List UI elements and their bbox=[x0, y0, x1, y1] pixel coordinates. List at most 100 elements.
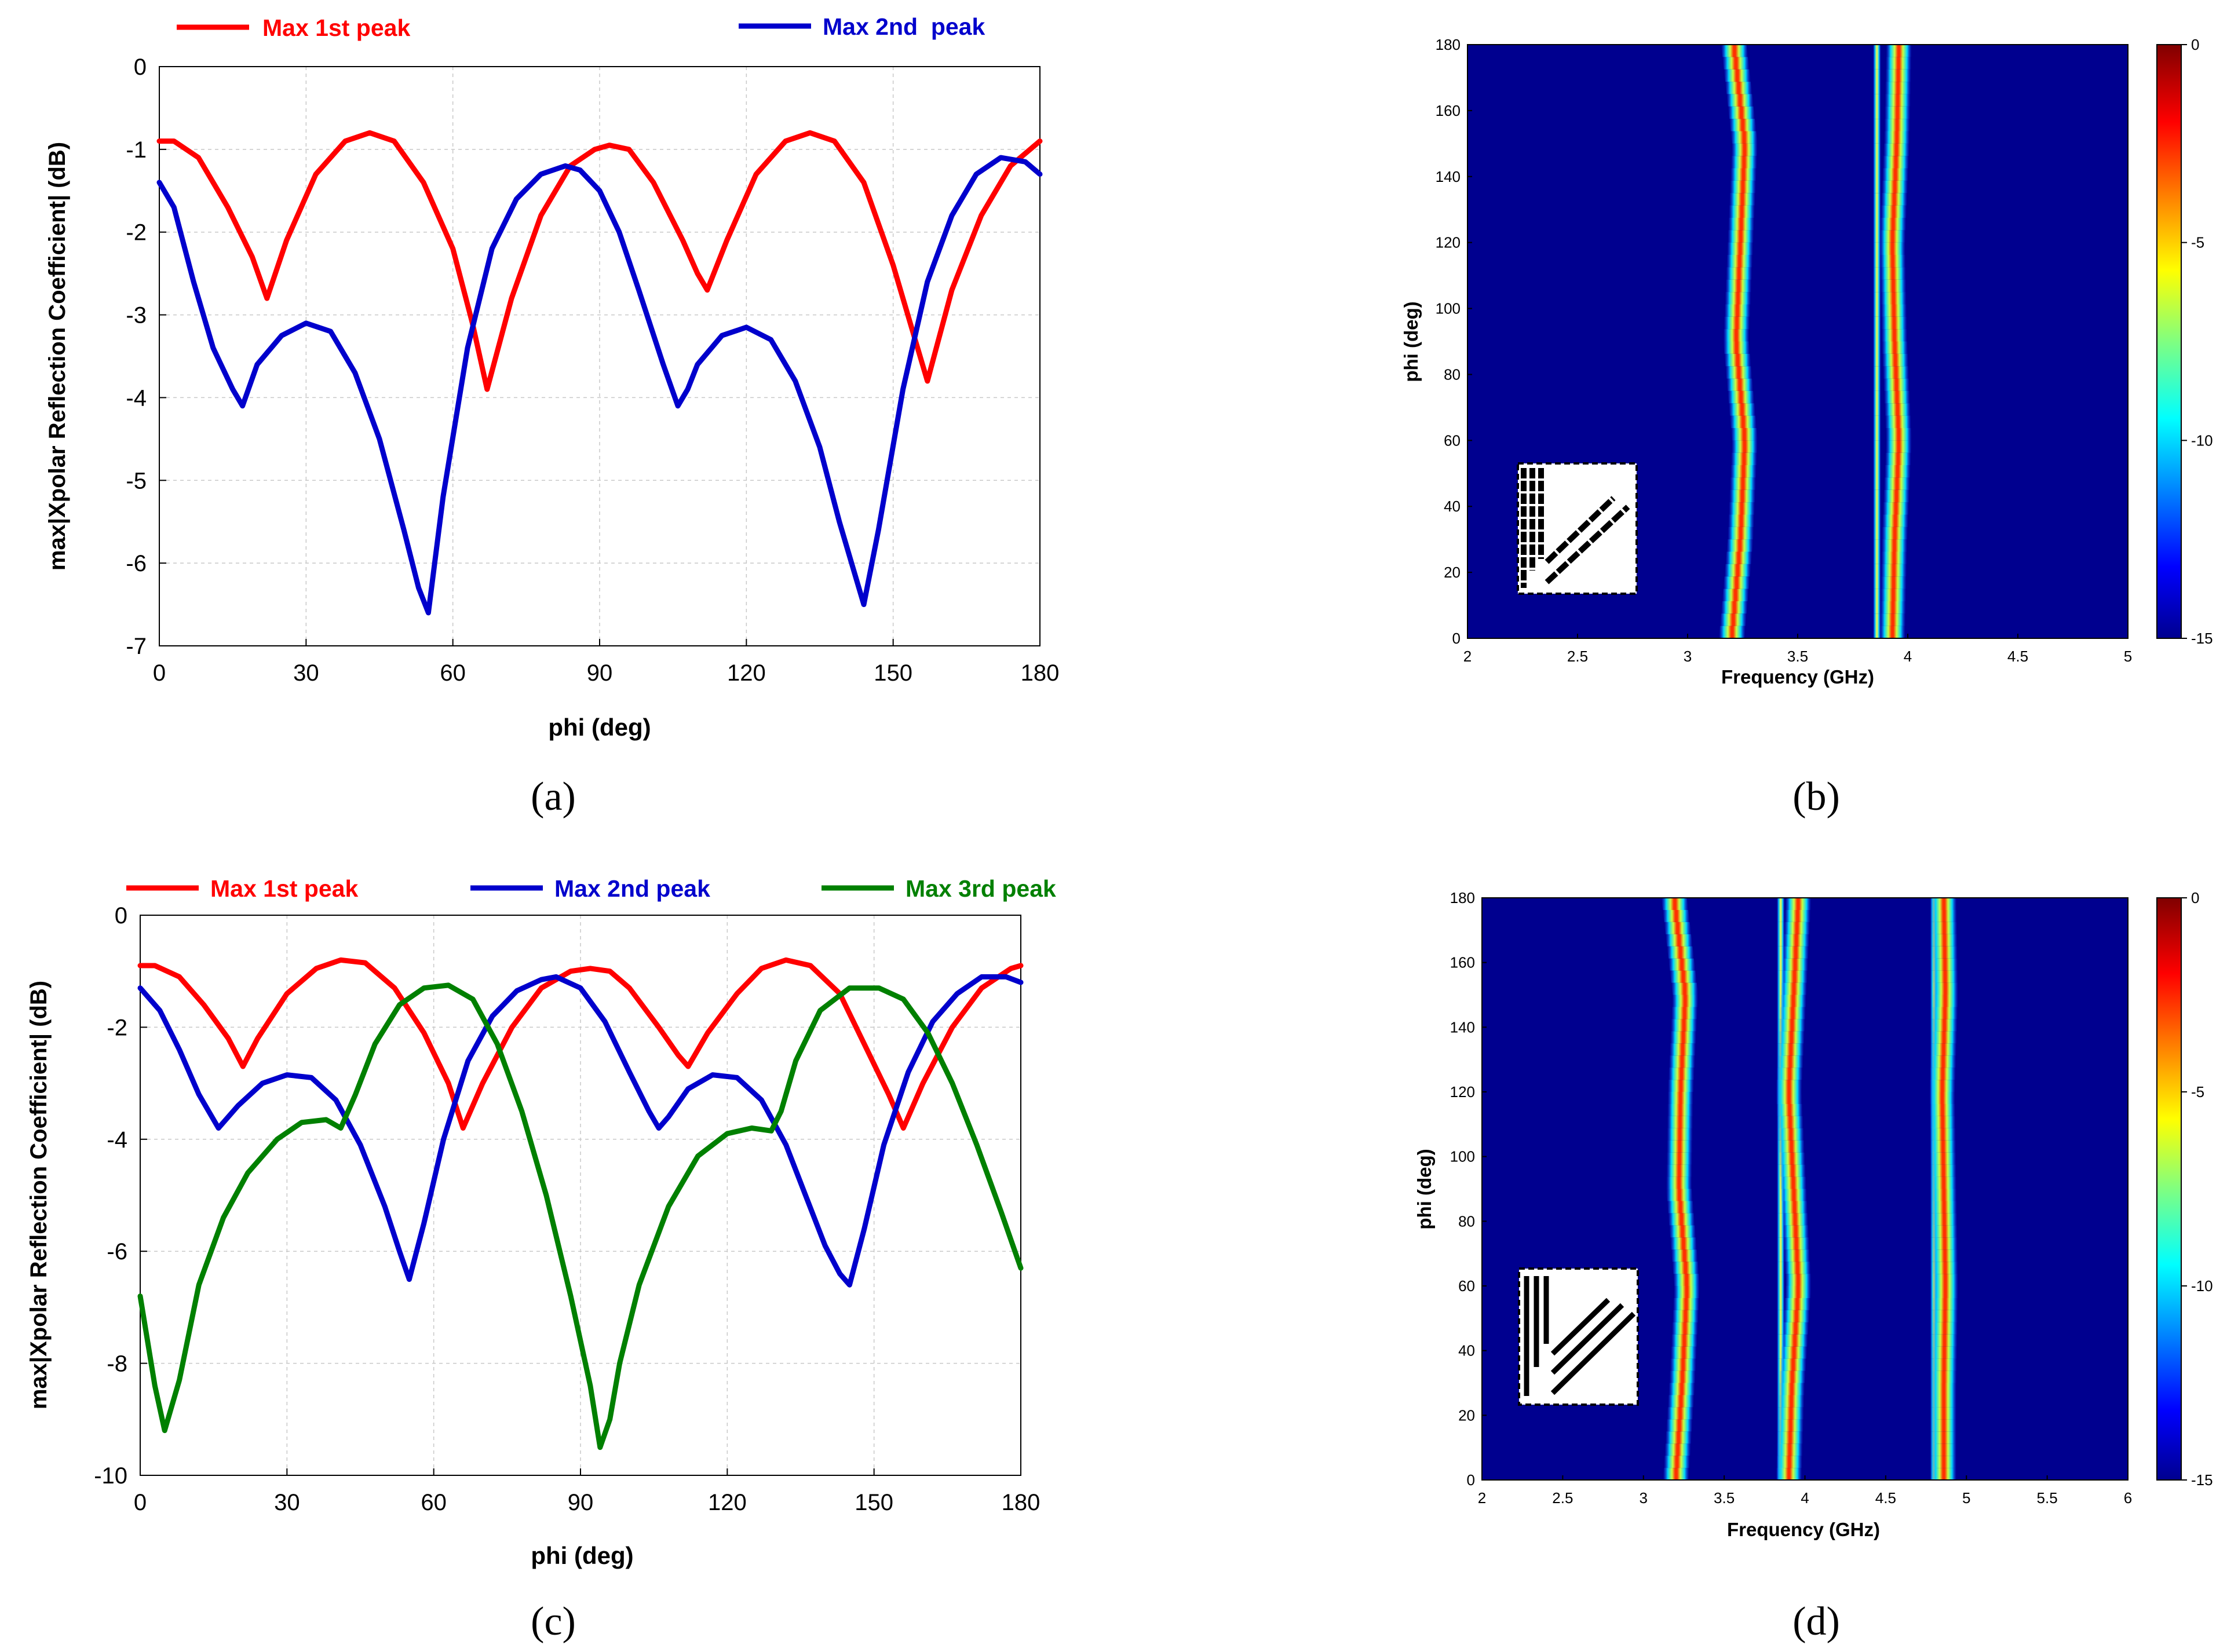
y-tick-label: -10 bbox=[94, 1463, 127, 1489]
resonance-band-3 bbox=[1879, 230, 1906, 243]
resonance-band-5 bbox=[1932, 1274, 1959, 1286]
resonance-band-1 bbox=[1726, 267, 1753, 280]
resonance-band-3 bbox=[1784, 922, 1810, 934]
resonance-band-5 bbox=[1930, 1176, 1957, 1189]
resonance-band-5 bbox=[1932, 958, 1958, 971]
colorbar-ticks: 0 -5 -10 -15 bbox=[2181, 889, 2213, 1489]
resonance-band-3 bbox=[1776, 1068, 1803, 1080]
legend-label-1st-peak: Max 1st peak bbox=[210, 875, 358, 902]
resonance-band-3 bbox=[1777, 1128, 1804, 1141]
resonance-band-2 bbox=[1872, 514, 1881, 540]
resonance-band-1 bbox=[1671, 1019, 1697, 1032]
resonance-band-2 bbox=[1776, 922, 1785, 946]
x-tick-label: 30 bbox=[274, 1490, 300, 1515]
resonance-band-3 bbox=[1779, 1152, 1805, 1165]
resonance-band-1 bbox=[1722, 57, 1750, 70]
resonance-band-5 bbox=[1932, 1262, 1958, 1274]
resonance-band-3 bbox=[1776, 1092, 1802, 1104]
resonance-band-5 bbox=[1932, 1322, 1958, 1335]
resonance-band-1 bbox=[1724, 316, 1750, 330]
x-tick-label: 5 bbox=[1962, 1489, 1970, 1507]
resonance-band-3 bbox=[1784, 1286, 1812, 1298]
resonance-band-5 bbox=[1932, 946, 1958, 959]
y-tick-label: -4 bbox=[107, 1127, 127, 1153]
resonance-band-3 bbox=[1884, 131, 1910, 144]
resonance-band-1 bbox=[1726, 255, 1753, 268]
legend-label-3rd-peak: Max 3rd peak bbox=[906, 875, 1056, 902]
resonance-band-1 bbox=[1666, 934, 1693, 946]
resonance-band-1 bbox=[1667, 1080, 1694, 1092]
resonance-band-1 bbox=[1672, 1262, 1699, 1274]
resonance-band-5 bbox=[1930, 1043, 1957, 1056]
panel-c-line-chart: 0 30 60 90 120 150 180 0 -2 -4 -6 -8 -10 Max 1st pea… bbox=[26, 875, 1056, 1644]
y-tick-label: -4 bbox=[126, 385, 147, 411]
resonance-band-1 bbox=[1667, 1407, 1693, 1420]
resonance-band-1 bbox=[1672, 1310, 1699, 1322]
resonance-band-3 bbox=[1883, 156, 1910, 169]
resonance-band-5 bbox=[1931, 1443, 1957, 1456]
resonance-band-5 bbox=[1931, 922, 1958, 934]
y-tick-label: -6 bbox=[107, 1239, 127, 1264]
axis-ticks: 0 30 60 90 120 150 180 0 -1 -2 -3 -4 -5 -6 -7 bbox=[126, 54, 1059, 686]
x-tick-label: 2.5 bbox=[1567, 648, 1588, 665]
resonance-band-5 bbox=[1930, 1128, 1956, 1141]
resonance-band-5 bbox=[1931, 1468, 1957, 1480]
y-tick-label: 0 bbox=[134, 54, 147, 80]
resonance-band-1 bbox=[1728, 527, 1754, 540]
resonance-band-1 bbox=[1719, 626, 1746, 638]
resonance-band-5 bbox=[1931, 1419, 1957, 1432]
panel-a-line-chart: 0 30 60 90 120 150 180 0 -1 -2 -3 -4 -5 -6 -7 Max 1st … bbox=[45, 13, 1059, 819]
resonance-band-3 bbox=[1881, 205, 1907, 218]
resonance-band-1 bbox=[1668, 1068, 1695, 1080]
resonance-band-3 bbox=[1885, 427, 1912, 441]
resonance-band-1 bbox=[1728, 217, 1755, 231]
resonance-band-3 bbox=[1784, 1249, 1810, 1262]
resonance-band-1 bbox=[1673, 1274, 1700, 1286]
caption-c: (c) bbox=[531, 1599, 576, 1644]
resonance-band-1 bbox=[1730, 465, 1757, 478]
resonance-band-1 bbox=[1724, 564, 1751, 577]
resonance-band-3 bbox=[1881, 304, 1907, 317]
resonance-band-3 bbox=[1883, 366, 1910, 379]
resonance-band-3 bbox=[1881, 539, 1908, 552]
resonance-band-3 bbox=[1779, 1007, 1806, 1019]
y-tick-label: 60 bbox=[1444, 432, 1461, 449]
resonance-band-3 bbox=[1884, 119, 1910, 131]
resonance-band-1 bbox=[1730, 168, 1757, 181]
resonance-band-1 bbox=[1664, 1443, 1691, 1456]
resonance-band-2 bbox=[1872, 316, 1881, 342]
resonance-band-3 bbox=[1880, 589, 1907, 601]
x-tick-label: 4.5 bbox=[2007, 648, 2028, 665]
caption-a: (a) bbox=[531, 774, 576, 819]
y-tick-label: 180 bbox=[1436, 36, 1461, 53]
resonance-band-1 bbox=[1724, 69, 1751, 82]
resonance-band-1 bbox=[1664, 922, 1692, 934]
resonance-band-3 bbox=[1880, 267, 1906, 280]
resonance-band-1 bbox=[1730, 415, 1757, 428]
resonance-band-3 bbox=[1779, 1370, 1806, 1383]
resonance-band-3 bbox=[1776, 1456, 1803, 1468]
colorbar-tick-label: -10 bbox=[2191, 1277, 2213, 1295]
resonance-band-1 bbox=[1667, 1128, 1693, 1141]
resonance-band-3 bbox=[1885, 415, 1911, 428]
resonance-band-3 bbox=[1882, 527, 1908, 540]
unit-cell-inset bbox=[1518, 1267, 1639, 1406]
resonance-band-3 bbox=[1784, 1262, 1811, 1274]
resonance-band-3 bbox=[1777, 1443, 1803, 1456]
resonance-band-3 bbox=[1780, 995, 1806, 1007]
resonance-band-2 bbox=[1776, 898, 1785, 922]
x-tick-label: 30 bbox=[293, 660, 319, 686]
resonance-band-1 bbox=[1663, 909, 1690, 922]
resonance-band-3 bbox=[1783, 946, 1809, 959]
y-tick-label: 140 bbox=[1450, 1018, 1475, 1036]
resonance-band-5 bbox=[1931, 1346, 1958, 1359]
resonance-band-1 bbox=[1728, 514, 1755, 527]
x-tick-label: 3.5 bbox=[1714, 1489, 1735, 1507]
x-tick-label: 90 bbox=[587, 660, 613, 686]
resonance-band-3 bbox=[1782, 1322, 1809, 1335]
resonance-band-3 bbox=[1881, 292, 1907, 305]
resonance-band-2 bbox=[1872, 267, 1881, 293]
series-line-2 bbox=[156, 155, 1043, 616]
resonance-band-3 bbox=[1884, 106, 1911, 119]
